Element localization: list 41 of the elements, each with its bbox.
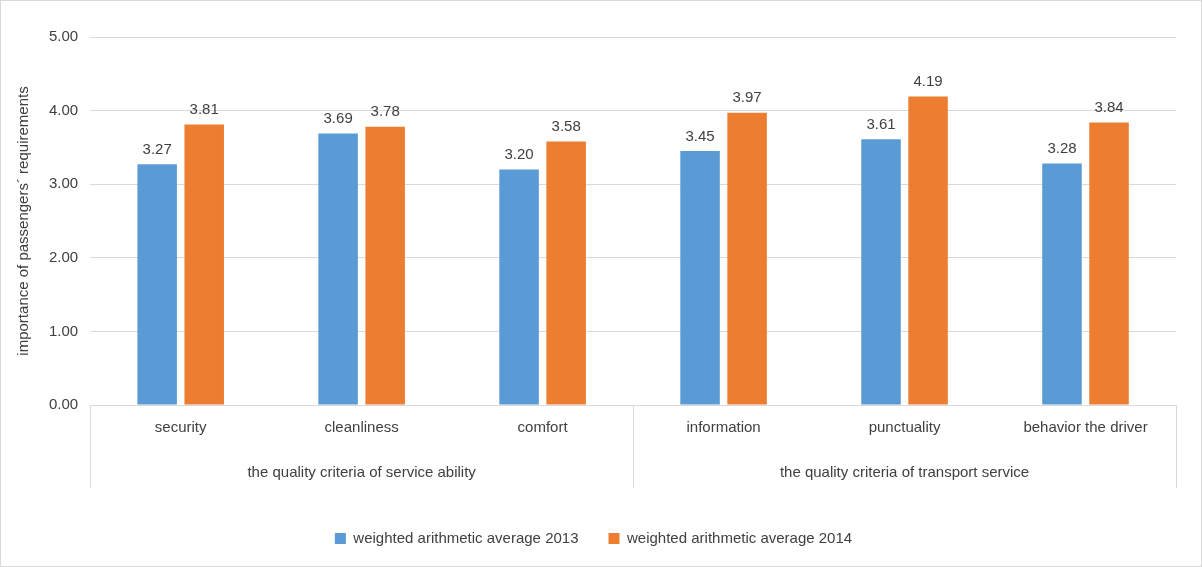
bar — [1042, 163, 1082, 405]
data-label: 3.61 — [866, 114, 896, 132]
data-label: 3.58 — [551, 117, 581, 135]
y-tick-label: 1.00 — [48, 321, 79, 339]
data-label: 3.20 — [504, 145, 534, 163]
data-label: 3.97 — [732, 88, 762, 106]
x-tick-label: comfort — [517, 418, 569, 436]
bar — [908, 96, 948, 405]
bar — [499, 169, 539, 405]
legend-label: weighted arithmetic average 2013 — [352, 528, 579, 546]
bar — [727, 112, 767, 405]
data-label: 3.78 — [370, 102, 400, 120]
bar — [365, 126, 405, 405]
y-tick-label: 3.00 — [48, 174, 79, 192]
y-tick-label: 5.00 — [48, 27, 79, 45]
y-axis-title: importance of passengers´ requirements — [14, 86, 32, 356]
bar — [861, 139, 901, 405]
x-tick-label: behavior the driver — [1023, 418, 1148, 436]
data-label: 3.81 — [189, 100, 219, 118]
data-label: 4.19 — [913, 72, 943, 90]
data-label: 3.84 — [1094, 98, 1124, 116]
text: the quality criteria of transport service — [779, 463, 1030, 481]
y-tick-label: 4.00 — [48, 100, 79, 118]
text: the quality criteria of service ability — [247, 463, 477, 481]
x-tick-label: cleanliness — [324, 418, 399, 436]
bar — [137, 164, 177, 405]
bar — [546, 141, 586, 405]
y-tick-label: 2.00 — [48, 247, 79, 265]
x-tick-label: security — [154, 418, 208, 436]
data-label: 3.69 — [323, 109, 353, 127]
bar — [680, 151, 720, 405]
legend-label: weighted arithmetic average 2014 — [626, 528, 853, 546]
bar — [1089, 122, 1129, 405]
x-tick-label: information — [686, 418, 761, 436]
data-label: 3.45 — [685, 126, 715, 144]
bar — [184, 124, 224, 405]
y-tick-label: 0.00 — [48, 395, 79, 413]
bar — [318, 133, 358, 405]
data-label: 3.28 — [1047, 139, 1077, 157]
x-tick-label: punctuality — [868, 418, 941, 436]
data-label: 3.27 — [142, 139, 172, 157]
